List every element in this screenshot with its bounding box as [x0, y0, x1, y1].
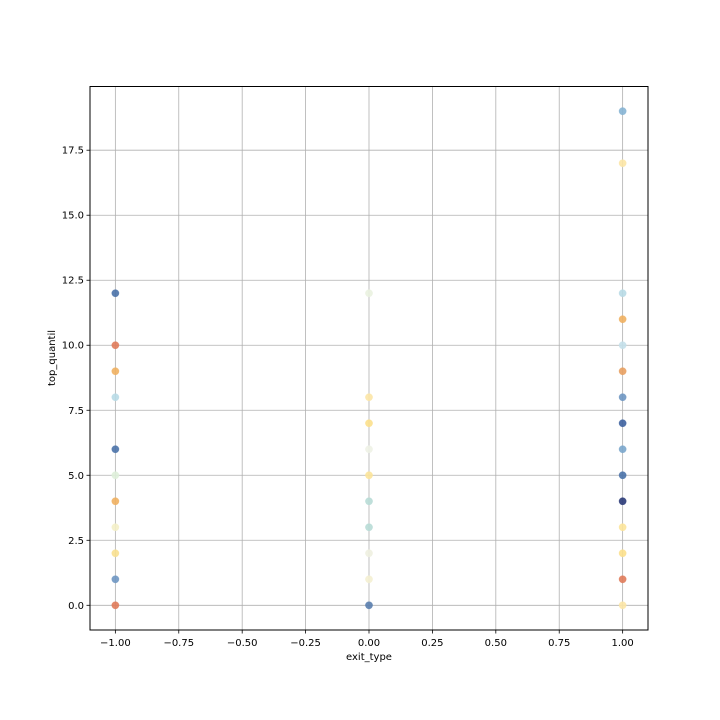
scatter-point: [618, 471, 627, 480]
scatter-point: [618, 341, 627, 350]
scatter-point: [618, 315, 627, 324]
x-axis-ticks: −1.00 −0.75 −0.50 −0.25 0.00 0.25 0.50 0.75 1.00: [100, 630, 634, 649]
x-tick-label: −0.50: [227, 638, 258, 649]
scatter-point: [365, 419, 373, 428]
scatter-point: [618, 601, 627, 610]
scatter-point: [111, 471, 120, 480]
scatter-point: [618, 107, 627, 116]
x-tick-label: −0.25: [290, 638, 321, 649]
scatter-point: [365, 445, 373, 454]
x-tick-label: 0.75: [548, 638, 570, 649]
scatter-point: [618, 445, 627, 454]
scatter-point: [111, 549, 120, 558]
scatter-point: [111, 523, 120, 532]
scatter-point: [111, 393, 120, 402]
scatter-point: [111, 445, 120, 454]
scatter-point: [365, 549, 373, 558]
x-tick-label: 1.00: [612, 638, 634, 649]
y-axis-title: top_quantil: [47, 330, 58, 386]
scatter-point: [111, 575, 120, 584]
scatter-point: [618, 159, 627, 168]
data-points: [111, 107, 627, 610]
scatter-point: [111, 341, 120, 350]
scatter-point: [618, 289, 627, 298]
scatter-point: [365, 523, 373, 532]
y-tick-label: 2.5: [68, 536, 84, 547]
x-tick-label: −0.75: [163, 638, 194, 649]
x-axis-title: exit_type: [346, 652, 392, 663]
scatter-point: [365, 601, 373, 610]
scatter-point: [365, 289, 373, 298]
scatter-point: [618, 523, 627, 532]
scatter-point: [111, 601, 120, 610]
scatter-point: [618, 367, 627, 376]
y-tick-label: 5.0: [68, 471, 84, 482]
y-tick-label: 0.0: [68, 601, 84, 612]
scatter-point: [111, 367, 120, 376]
y-tick-label: 7.5: [68, 406, 84, 417]
x-tick-label: 0.25: [421, 638, 443, 649]
scatter-point: [111, 497, 120, 506]
scatter-point: [365, 471, 373, 480]
scatter-point: [365, 393, 373, 402]
x-tick-label: 0.00: [358, 638, 380, 649]
y-tick-label: 10.0: [62, 341, 84, 352]
y-axis-ticks: 0.0 2.5 5.0 7.5 10.0 12.5 15.0 17.5: [62, 146, 90, 612]
scatter-point: [618, 575, 627, 584]
scatter-point: [365, 575, 373, 584]
x-tick-label: 0.50: [485, 638, 507, 649]
scatter-point: [618, 549, 627, 558]
y-tick-label: 15.0: [62, 211, 84, 222]
scatter-point: [618, 419, 627, 428]
y-tick-label: 12.5: [62, 276, 84, 287]
y-tick-label: 17.5: [62, 146, 84, 157]
scatter-point: [618, 497, 627, 506]
x-tick-label: −1.00: [100, 638, 131, 649]
scatter-point: [618, 393, 627, 402]
grid-lines: [90, 86, 648, 630]
scatter-point: [365, 497, 373, 506]
scatter-point: [111, 289, 120, 298]
